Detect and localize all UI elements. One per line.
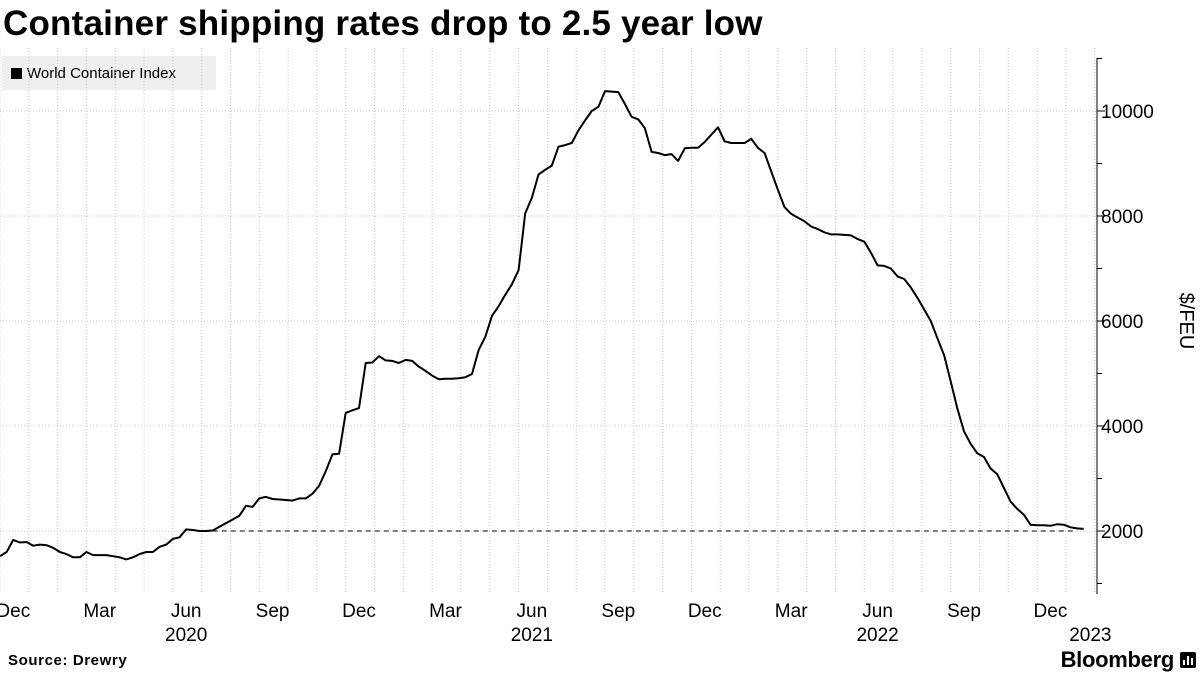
y-tick-label: 10000 — [1101, 102, 1154, 123]
bar-chart-icon — [1180, 652, 1196, 668]
x-tick-label: Mar — [429, 601, 462, 622]
legend-swatch — [11, 67, 22, 79]
x-tick-label: Mar — [775, 601, 808, 622]
chart-title: Container shipping rates drop to 2.5 yea… — [3, 4, 763, 43]
y-tick-label: 2000 — [1101, 522, 1143, 543]
x-year-label: 2020 — [165, 625, 207, 646]
y-tick-label: 8000 — [1101, 207, 1143, 228]
x-year-label: 2021 — [511, 625, 553, 646]
source-note: Source: Drewry — [8, 652, 128, 669]
brand-name: Bloomberg — [1060, 647, 1175, 672]
x-tick-label: Dec — [342, 601, 376, 622]
x-tick-label: Mar — [83, 601, 116, 622]
x-tick-label: Sep — [601, 601, 635, 622]
x-year-label: 2022 — [856, 625, 898, 646]
y-axis-label: $/FEU — [1175, 293, 1197, 350]
legend: World Container Index — [2, 56, 216, 90]
series-line — [0, 90, 1084, 561]
x-tick-label: Jun — [862, 601, 893, 622]
y-tick-label: 6000 — [1101, 312, 1143, 333]
x-tick-label: Dec — [1034, 601, 1068, 622]
x-tick-label: Dec — [688, 601, 722, 622]
legend-label: World Container Index — [27, 64, 176, 82]
y-tick-label: 4000 — [1101, 417, 1143, 438]
x-tick-label: Jun — [517, 601, 548, 622]
x-tick-label: Sep — [947, 601, 981, 622]
x-tick-label: Sep — [256, 601, 290, 622]
x-year-label: 2023 — [1069, 625, 1111, 646]
x-tick-label: Dec — [0, 601, 30, 622]
x-tick-label: Jun — [171, 601, 202, 622]
brand-logo: Bloomberg — [1061, 647, 1196, 673]
